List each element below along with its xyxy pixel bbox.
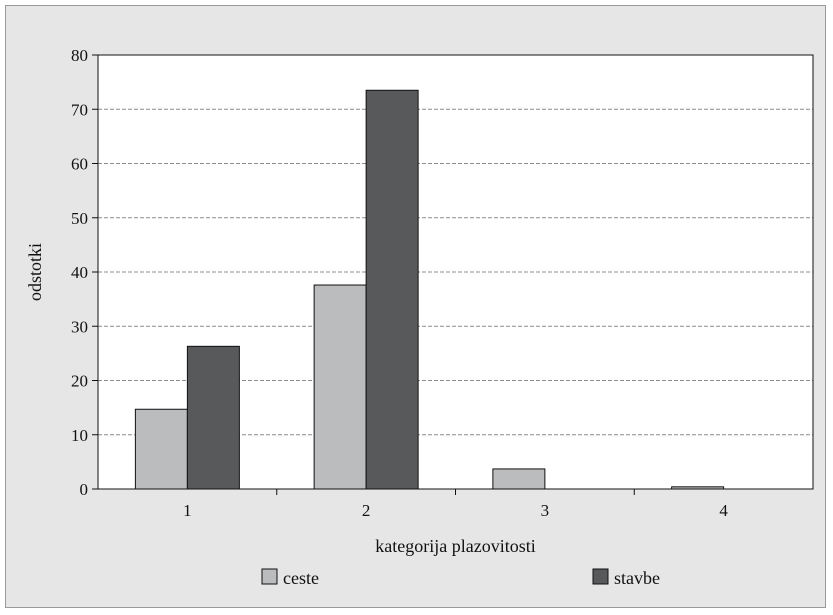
x-axis-label: kategorija plazovitosti: [375, 536, 535, 556]
y-tick-label: 80: [71, 46, 88, 65]
bar-ceste-3: [492, 468, 546, 490]
legend-label-stavbe: stavbe: [614, 568, 660, 588]
y-tick-label: 70: [71, 100, 88, 119]
x-tick-label: 4: [719, 501, 728, 520]
y-axis-ticks: 0 10 20 30 40 50 60 70 80: [71, 46, 98, 499]
y-tick-label: 60: [71, 155, 88, 174]
x-axis-ticks: 1 2 3 4: [183, 489, 728, 520]
bar-stavbe-2: [365, 89, 419, 490]
gridlines: [98, 108, 813, 436]
bar-stavbe-1: [186, 345, 240, 490]
legend-swatch-stavbe: [592, 568, 609, 585]
legend-label-ceste: ceste: [283, 568, 319, 588]
y-tick-label: 40: [71, 263, 88, 282]
y-tick-label: 50: [71, 209, 88, 228]
y-tick-label: 20: [71, 372, 88, 391]
bars: [134, 89, 725, 490]
x-tick-label: 2: [362, 501, 371, 520]
legend-swatch-ceste: [261, 568, 278, 585]
x-tick-label: 3: [541, 501, 550, 520]
y-tick-label: 30: [71, 317, 88, 336]
y-axis-label: odstotki: [25, 243, 45, 301]
bar-ceste-2: [313, 284, 367, 490]
x-tick-label: 1: [183, 501, 192, 520]
bar-ceste-1: [134, 408, 188, 490]
y-tick-label: 0: [80, 480, 89, 499]
legend: ceste stavbe: [261, 568, 660, 588]
y-tick-label: 10: [71, 426, 88, 445]
